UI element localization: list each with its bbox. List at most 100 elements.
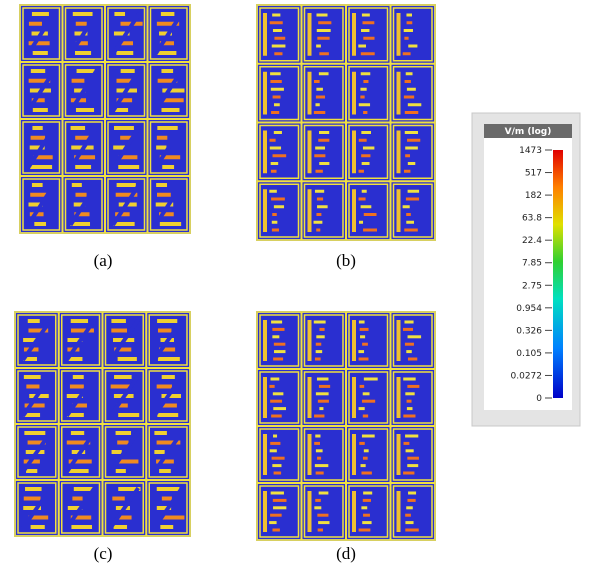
field-bar bbox=[263, 377, 267, 418]
field-stripe bbox=[358, 45, 366, 48]
field-stripe bbox=[73, 12, 93, 16]
field-stripe bbox=[32, 126, 42, 130]
field-stripe bbox=[161, 108, 179, 112]
field-stripe bbox=[274, 472, 282, 475]
field-stripe bbox=[161, 12, 175, 16]
field-stripe bbox=[270, 80, 281, 83]
field-bar bbox=[352, 13, 356, 56]
field-stripe bbox=[24, 431, 45, 435]
field-stripe bbox=[75, 51, 91, 55]
field-stripe bbox=[34, 222, 46, 226]
field-stripe bbox=[71, 319, 88, 323]
field-stripe bbox=[154, 431, 167, 435]
field-bar bbox=[397, 377, 401, 418]
field-stripe bbox=[316, 343, 321, 346]
field-stripe bbox=[273, 392, 284, 395]
field-bar bbox=[352, 320, 356, 361]
field-stripe bbox=[31, 525, 45, 529]
field-stripe bbox=[315, 464, 328, 467]
field-stripe bbox=[403, 205, 410, 208]
field-bar bbox=[308, 434, 312, 475]
field-stripe bbox=[315, 435, 320, 438]
field-stripe bbox=[361, 506, 367, 509]
field-stripe bbox=[316, 335, 324, 338]
field-stripe bbox=[319, 492, 329, 495]
field-stripe bbox=[316, 14, 327, 17]
colorbar-title: V/m (log) bbox=[505, 127, 552, 137]
field-stripe bbox=[316, 350, 323, 353]
field-stripe bbox=[121, 69, 135, 73]
field-stripe bbox=[408, 492, 416, 495]
field-stripe bbox=[408, 103, 421, 106]
field-stripe bbox=[161, 69, 173, 73]
tick-label: 0.0272 bbox=[511, 371, 543, 381]
field-stripe bbox=[359, 407, 365, 410]
field-stripe bbox=[405, 529, 418, 532]
field-stripe bbox=[157, 51, 177, 55]
field-stripe bbox=[157, 193, 171, 197]
field-stripe bbox=[407, 88, 416, 91]
field-stripe bbox=[363, 457, 368, 460]
field-bar bbox=[397, 131, 401, 174]
field-stripe bbox=[359, 529, 371, 532]
tick-label: 0.954 bbox=[516, 304, 542, 314]
field-stripe bbox=[271, 111, 279, 114]
field-stripe bbox=[160, 525, 173, 529]
field-stripe bbox=[361, 72, 371, 75]
field-stripe bbox=[274, 131, 282, 134]
field-stripe bbox=[272, 464, 281, 467]
field-stripe bbox=[273, 407, 286, 410]
field-stripe bbox=[316, 170, 323, 173]
field-stripe bbox=[158, 329, 171, 333]
field-bar bbox=[263, 13, 267, 56]
field-stripe bbox=[72, 497, 82, 501]
field-stripe bbox=[360, 96, 364, 99]
field-stripe bbox=[112, 497, 124, 501]
field-stripe bbox=[404, 29, 413, 32]
field-stripe bbox=[156, 146, 166, 150]
field-stripe bbox=[404, 229, 417, 232]
field-stripe bbox=[407, 499, 415, 502]
field-stripe bbox=[317, 514, 328, 517]
field-stripe bbox=[405, 435, 418, 438]
field-stripe bbox=[405, 111, 418, 114]
field-bar bbox=[308, 320, 312, 361]
field-stripe bbox=[407, 457, 419, 460]
field-stripe bbox=[362, 521, 371, 524]
field-stripe bbox=[28, 319, 40, 323]
field-stripe bbox=[362, 162, 370, 165]
field-stripe bbox=[114, 525, 127, 529]
field-stripe bbox=[163, 98, 184, 102]
field-stripe bbox=[271, 162, 279, 165]
field-stripe bbox=[317, 457, 321, 460]
field-stripe bbox=[359, 358, 369, 361]
field-stripe bbox=[32, 12, 49, 16]
field-stripe bbox=[405, 147, 418, 150]
field-stripe bbox=[118, 165, 139, 169]
field-stripe bbox=[319, 328, 324, 331]
field-stripe bbox=[358, 350, 364, 353]
field-stripe bbox=[270, 147, 281, 150]
field-stripe bbox=[404, 321, 413, 324]
field-stripe bbox=[405, 521, 413, 524]
tick-label: 0.105 bbox=[516, 349, 542, 359]
field-stripe bbox=[316, 392, 329, 395]
field-stripe bbox=[273, 29, 282, 32]
field-stripe bbox=[71, 525, 92, 529]
field-stripe bbox=[403, 52, 411, 55]
field-bar bbox=[308, 72, 312, 115]
field-stripe bbox=[274, 37, 285, 40]
field-stripe bbox=[274, 343, 286, 346]
field-plot bbox=[257, 312, 435, 540]
field-stripe bbox=[157, 487, 180, 491]
field-stripe bbox=[73, 375, 84, 379]
field-stripe bbox=[74, 487, 93, 491]
field-stripe bbox=[270, 514, 282, 517]
field-stripe bbox=[271, 492, 284, 495]
field-stripe bbox=[112, 450, 122, 454]
field-stripe bbox=[270, 139, 276, 142]
field-stripe bbox=[118, 413, 139, 417]
field-stripe bbox=[363, 514, 370, 517]
field-stripe bbox=[77, 69, 95, 73]
field-stripe bbox=[116, 431, 131, 435]
